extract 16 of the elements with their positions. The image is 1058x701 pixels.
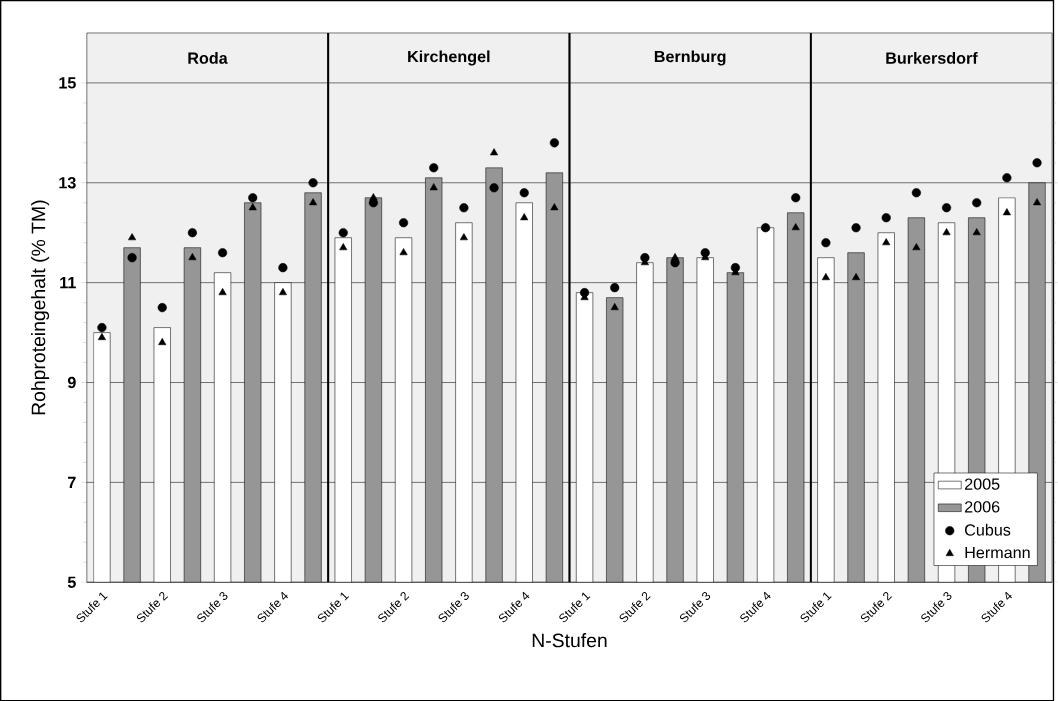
y-tick-label: 5 <box>67 576 76 588</box>
annotation: Burkersdorf <box>886 51 978 64</box>
annotation: Roda <box>188 51 228 64</box>
y-tick-label: 7 <box>68 476 76 488</box>
legend-label: 2005 <box>965 478 1000 490</box>
annotation: Bernburg <box>654 50 726 66</box>
y-tick-label: 9 <box>67 376 76 389</box>
y-tick-label: 11 <box>60 276 76 288</box>
y-tick-label: 15 <box>59 77 76 89</box>
annotation: Kirchengel <box>408 50 490 66</box>
x-axis-title: N-Stufen <box>532 632 607 648</box>
y-axis-title: Rohproteingehalt (% TM) <box>31 200 50 415</box>
legend-label: Hermann <box>965 546 1030 559</box>
y-tick-label: 13 <box>59 176 76 189</box>
legend-label: 2006 <box>965 500 1000 513</box>
legend-label: Cubus <box>965 523 1011 536</box>
